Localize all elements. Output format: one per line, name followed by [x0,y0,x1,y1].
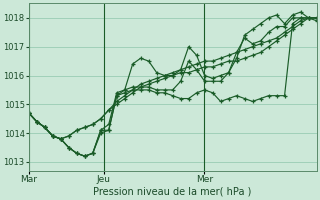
X-axis label: Pression niveau de la mer( hPa ): Pression niveau de la mer( hPa ) [93,187,252,197]
